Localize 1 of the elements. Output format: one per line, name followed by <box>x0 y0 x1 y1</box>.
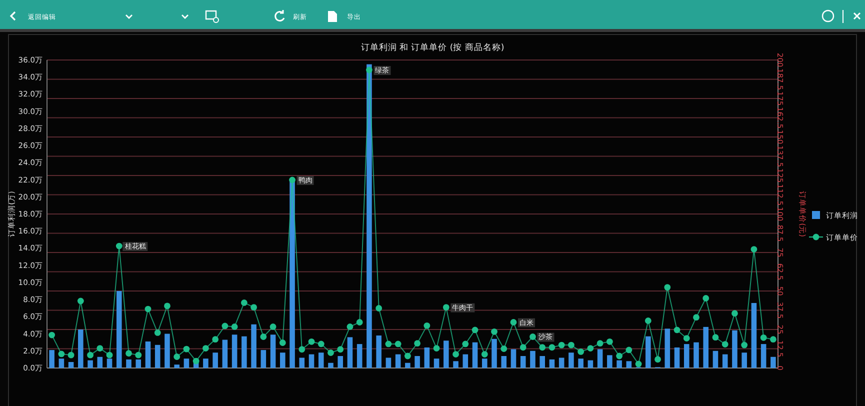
chart-title: 订单利润 和 订单单价 (按 商品名称) <box>360 42 504 53</box>
